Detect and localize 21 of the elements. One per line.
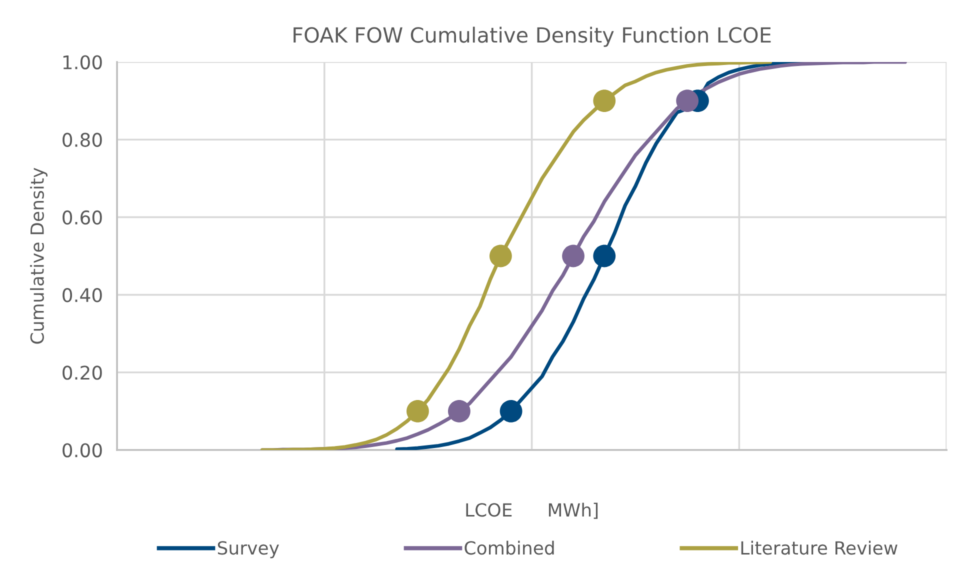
point (489, 244, 512, 268)
line-series (260, 62, 772, 450)
point (562, 244, 584, 268)
point (500, 400, 522, 422)
y-tick-label: 0.00 (62, 443, 102, 458)
chart-title: FOAK FOW Cumulative Density Function LCOE (294, 26, 771, 47)
legend-label: Combined (464, 540, 554, 555)
legend-label: Survey (218, 541, 279, 558)
point (448, 400, 470, 422)
y-tick-label: 1.00 (63, 55, 102, 70)
y-tick-label: 0.80 (62, 132, 102, 147)
y-axis-title: Cumulative Density (30, 168, 48, 344)
point (593, 244, 616, 268)
y-tick-label: 0.60 (62, 210, 102, 225)
point (406, 400, 429, 422)
legend-label: Literature Review (741, 540, 898, 555)
x-axis-title: LCOE MWh] (466, 502, 598, 519)
y-tick-label: 0.40 (62, 288, 102, 302)
y-tick-label: 0.20 (62, 366, 102, 380)
point (676, 90, 699, 112)
point (593, 90, 616, 112)
